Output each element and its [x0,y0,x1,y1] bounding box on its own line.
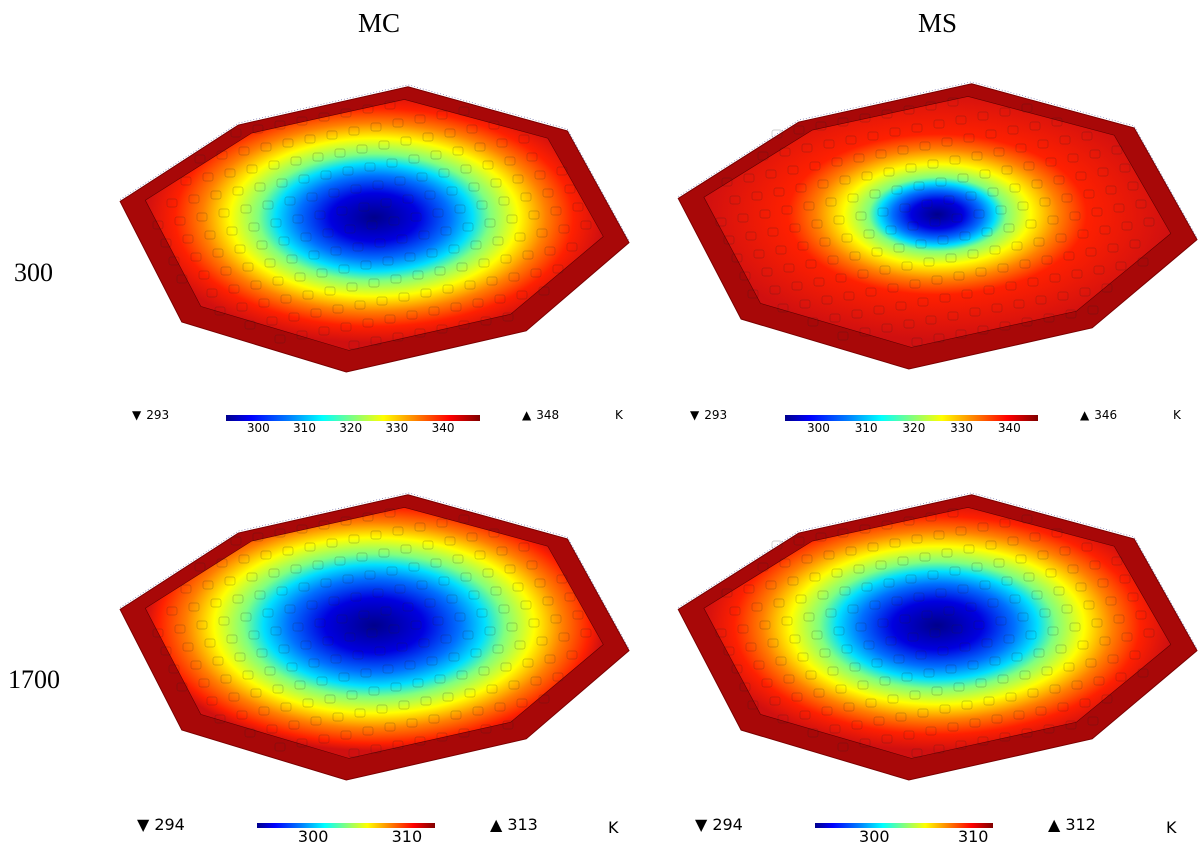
colorbar-tick-label: 310 [293,421,316,435]
temperature-field [144,507,604,759]
colorbar-tick-label: 340 [431,421,455,435]
colorbar-max-value: 348 [536,408,560,422]
colorbar-max-value: 312 [1065,815,1096,834]
colorbar-tick-label: 320 [339,421,363,435]
colorbar-tick-label: 300 [246,421,270,435]
colorbar-min-value: 293 [704,408,728,422]
down-triangle-icon: ▼ [137,815,150,834]
thermal-plot-ms-1700 [670,483,1200,783]
colorbar-max: ▲ 312 [1048,815,1096,834]
temperature-field [703,96,1172,348]
column-title-mc: MC [358,8,401,38]
colorbar-min: ▼ 293 [690,408,727,422]
colorbar-max: ▲ 313 [490,815,538,834]
colorbar-tick-label: 300 [297,827,329,846]
colorbar-mc-300: ▼ 293 300 310 320 330 340 ▲ 348 K [132,408,632,438]
colorbar-ms-300: ▼ 293 300 310 320 330 340 ▲ 346 K [690,408,1190,438]
down-triangle-icon: ▼ [695,815,708,834]
colorbar-unit: K [608,818,619,837]
thermal-octagon-svg [677,81,1198,370]
colorbar-tick-label: 320 [902,421,926,435]
up-triangle-icon: ▲ [490,815,503,834]
thermal-octagon-svg [119,492,630,781]
temperature-field [144,99,604,351]
colorbar-unit: K [1173,408,1181,422]
up-triangle-icon: ▲ [522,408,532,422]
colorbar-unit: K [615,408,623,422]
thermal-plot-mc-300 [112,75,632,375]
colorbar-max-value: 346 [1094,408,1118,422]
colorbar-gradient [815,823,993,828]
colorbar-max: ▲ 346 [1080,408,1117,422]
colorbar-tick-label: 300 [806,421,830,435]
colorbar-tick-label: 330 [385,421,409,435]
tube-array [152,100,592,350]
colorbar-mc-1700: ▼ 294 300 310 ▲ 313 K [137,815,627,846]
outline-dotted [119,84,630,241]
colorbar-tick-label: 340 [997,421,1021,435]
thermal-octagon-svg [119,84,630,373]
colorbar-min-value: 294 [712,815,743,834]
colorbar-gradient [226,415,480,421]
tube-array [715,508,1155,758]
down-triangle-icon: ▼ [690,408,700,422]
colorbar-max: ▲ 348 [522,408,559,422]
colorbar-gradient [785,415,1038,421]
colorbar-ms-1700: ▼ 294 300 310 ▲ 312 K [695,815,1185,846]
colorbar-min-value: 293 [146,408,170,422]
down-triangle-icon: ▼ [132,408,142,422]
row-label-1700: 1700 [8,665,60,694]
tube-array [715,97,1155,347]
thermal-plot-mc-1700 [112,483,632,783]
colorbar-min: ▼ 293 [132,408,169,422]
colorbar-tick-label: 310 [854,421,878,435]
temperature-field [703,507,1172,759]
colorbar-tick-label: 330 [950,421,974,435]
column-title-ms: MS [918,8,958,38]
colorbar-unit: K [1166,818,1177,837]
row-label-300: 300 [14,258,53,287]
colorbar-min-value: 294 [154,815,185,834]
up-triangle-icon: ▲ [1080,408,1090,422]
thermal-plot-ms-300 [670,72,1200,372]
up-triangle-icon: ▲ [1048,815,1061,834]
colorbar-tick-label: 300 [859,827,890,846]
colorbar-min: ▼ 294 [137,815,185,834]
thermal-octagon-svg [677,492,1198,781]
outline-dotted [119,492,630,649]
colorbar-min: ▼ 294 [695,815,743,834]
colorbar-tick-label: 310 [957,827,989,846]
colorbar-gradient [257,823,435,828]
tube-array [152,508,592,758]
colorbar-tick-label: 310 [391,827,423,846]
colorbar-max-value: 313 [507,815,538,834]
